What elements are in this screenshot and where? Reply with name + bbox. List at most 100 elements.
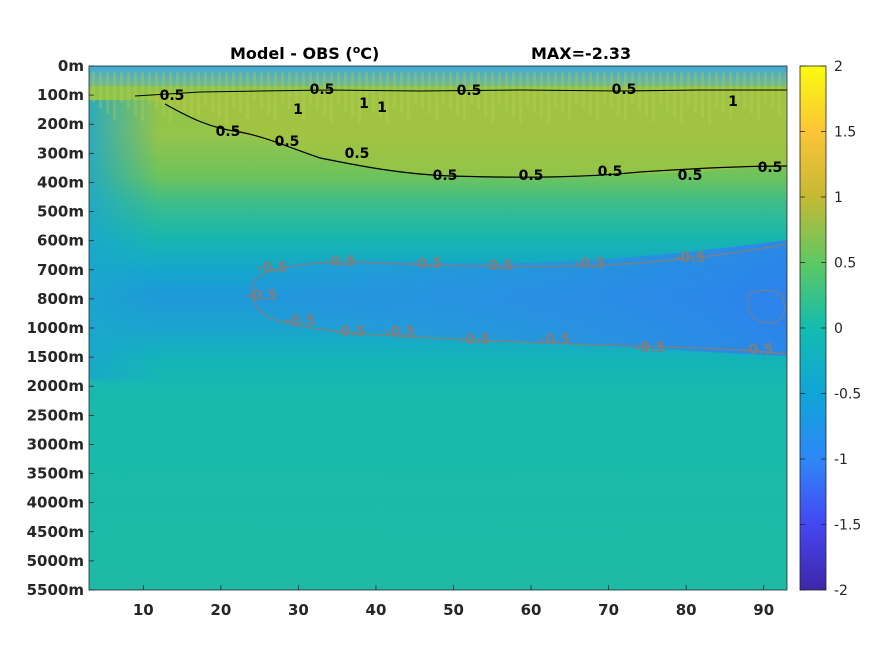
stripe xyxy=(106,72,109,114)
contour-label: -0.5 xyxy=(335,324,366,340)
stripe xyxy=(687,72,690,106)
colorbar-tick-label: -1 xyxy=(834,452,848,468)
stripe xyxy=(260,72,263,108)
x-tick-label: 70 xyxy=(598,601,619,619)
stripe xyxy=(141,72,144,121)
contour-label: 0.5 xyxy=(678,168,703,184)
stripe xyxy=(673,72,676,117)
stripe xyxy=(589,72,592,114)
chart-title: Model - OBS (oC) xyxy=(230,43,379,63)
stripe xyxy=(120,72,123,103)
stripe xyxy=(680,72,683,123)
stripe xyxy=(190,72,193,117)
contour-label: -0.5 xyxy=(743,342,774,358)
contour-label: 1 xyxy=(728,94,738,110)
stripe xyxy=(232,72,235,107)
stripe xyxy=(505,72,508,111)
stripe xyxy=(519,72,522,123)
stripe xyxy=(351,72,354,117)
contour-label: -0.5 xyxy=(285,313,316,329)
y-axis: 0m 100m 200m 300m 400m 500m 600m 700m 800m 1000m 1… xyxy=(27,57,94,599)
contour-label: -0.5 xyxy=(412,256,443,272)
x-tick-label: 60 xyxy=(521,601,542,619)
stripe xyxy=(540,72,543,118)
stripe xyxy=(442,72,445,103)
stripe xyxy=(148,72,151,104)
stripe xyxy=(575,72,578,102)
stripe xyxy=(253,72,256,102)
contour-negative-0.5-east xyxy=(747,289,785,324)
contour-label: -0.5 xyxy=(460,332,491,348)
contour-label: 0.5 xyxy=(310,82,335,98)
stripe xyxy=(428,72,431,114)
stripe xyxy=(379,72,382,118)
stripe xyxy=(729,72,732,119)
stripe xyxy=(386,72,389,124)
stripe xyxy=(652,72,655,122)
x-tick-label: 10 xyxy=(133,601,154,619)
contour-positive-0.5 xyxy=(134,89,787,97)
colorbar: 2 1.5 1 0.5 0 -0.5 -1 -1.5 -2 xyxy=(799,59,861,599)
stripe xyxy=(239,72,242,113)
stripe xyxy=(302,72,305,121)
stripe xyxy=(456,72,459,115)
stripe xyxy=(330,72,333,122)
stripe xyxy=(204,72,207,106)
contour-label: 0.5 xyxy=(612,82,637,98)
y-tick-label: 1000m xyxy=(27,319,84,337)
stripe xyxy=(771,72,774,109)
y-tick-label: 3500m xyxy=(27,465,84,483)
stripe xyxy=(547,72,550,124)
y-tick-label: 300m xyxy=(37,144,84,162)
contour-label: -0.5 xyxy=(575,256,606,272)
colorbar-tick-label: -0.5 xyxy=(834,387,861,403)
stripe xyxy=(554,72,557,107)
stripe xyxy=(778,72,781,115)
stripe xyxy=(267,72,270,114)
y-tick-label: 700m xyxy=(37,261,84,279)
contour-label: -0.5 xyxy=(385,324,416,340)
stripe xyxy=(155,72,158,110)
colorbar-tick-label: 1.5 xyxy=(834,125,856,141)
stripe xyxy=(281,72,284,103)
y-tick-label: 1500m xyxy=(27,348,84,366)
stripe xyxy=(344,72,347,111)
stripe xyxy=(309,72,312,104)
contour-label: -0.5 xyxy=(325,254,356,270)
stripe xyxy=(582,72,585,108)
stripe xyxy=(407,72,410,119)
y-tick-label: 4000m xyxy=(27,494,84,512)
plot-area: 0.5 0.5 0.50.50.50.50.50.5 0.5 0.5 0.5 0.51 1 1 1… xyxy=(88,65,788,591)
stripe xyxy=(337,72,340,105)
cold-intermediate-band xyxy=(250,240,787,356)
stripe xyxy=(568,72,571,119)
stripe xyxy=(785,72,787,121)
stripe xyxy=(323,72,326,116)
x-tick-label: 80 xyxy=(676,601,697,619)
stripe xyxy=(183,72,186,111)
colorbar-ticks: 2 1.5 1 0.5 0 -0.5 -1 -1.5 -2 xyxy=(800,59,861,599)
stripe xyxy=(246,72,249,119)
contour-label: 1 xyxy=(359,96,369,112)
stripe xyxy=(113,72,116,120)
contour-label: 0.5 xyxy=(275,134,300,150)
stripe xyxy=(764,72,767,103)
y-tick-label: 500m xyxy=(37,203,84,221)
stripe xyxy=(176,72,179,105)
stripe xyxy=(526,72,529,106)
stripe xyxy=(561,72,564,113)
stripe xyxy=(372,72,375,112)
stripe xyxy=(701,72,704,118)
stripe xyxy=(715,72,718,107)
stripe xyxy=(414,72,417,102)
colorbar-tick-label: -2 xyxy=(834,583,848,599)
contour-label: 0.5 xyxy=(598,164,623,180)
stripe xyxy=(92,72,95,102)
stripe xyxy=(393,72,396,107)
contour-label: 1 xyxy=(293,102,303,118)
colorbar-tick-label: 0.5 xyxy=(834,256,856,272)
stripe xyxy=(645,72,648,116)
stripe xyxy=(666,72,669,111)
x-axis: 10 20 30 40 50 60 70 80 90 xyxy=(133,585,774,619)
